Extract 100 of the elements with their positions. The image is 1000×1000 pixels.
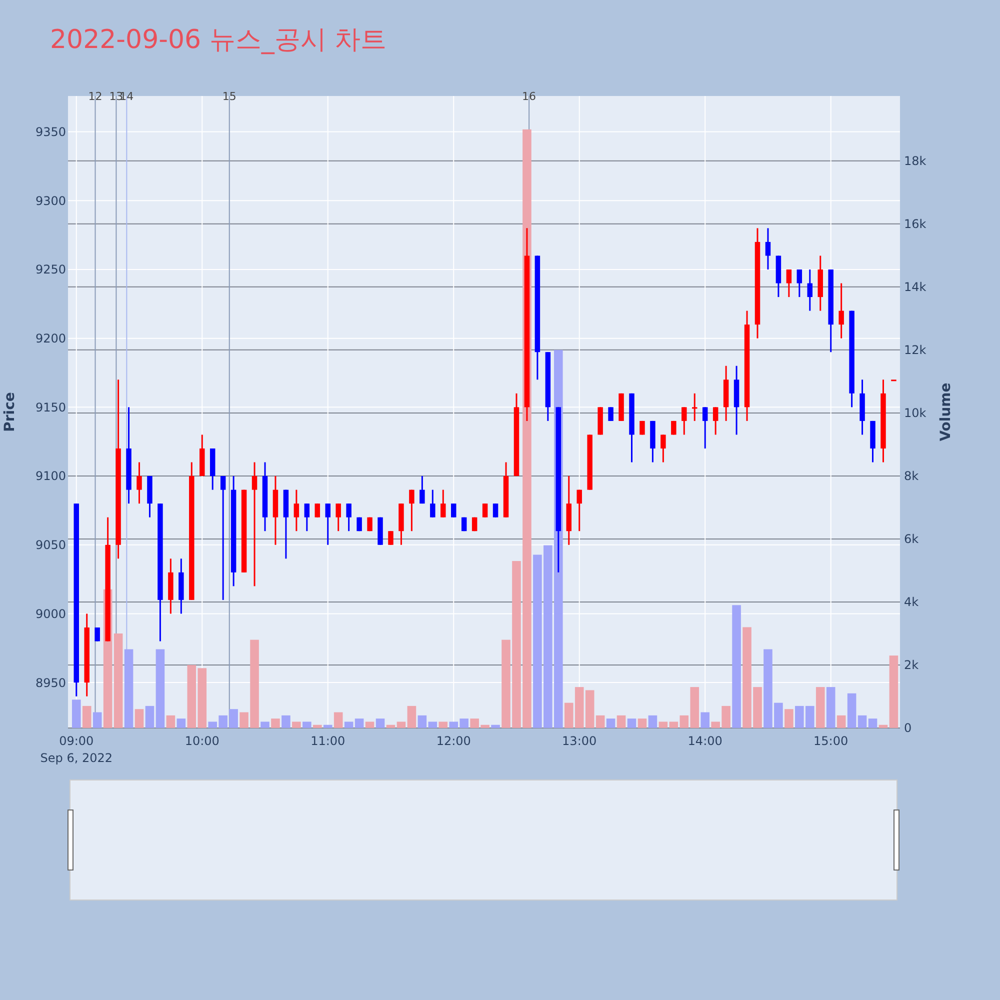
x-tick-label: 10:00: [184, 734, 220, 748]
candlestick: [420, 475, 425, 504]
candlestick: [94, 626, 100, 642]
ref-line-label: 16: [522, 90, 536, 103]
bar: [658, 722, 668, 728]
x-tick-label: 15:00: [814, 734, 848, 748]
ref-line-label: 12: [88, 90, 102, 103]
bar: [878, 724, 888, 728]
bar: [82, 706, 92, 728]
candlestick: [314, 502, 320, 518]
text: Sep 6, 2022: [40, 751, 112, 765]
candlestick: [712, 406, 718, 436]
y-tick-label: 9200: [35, 332, 66, 346]
bar: [638, 718, 647, 728]
y2-axis-title: Volume: [938, 382, 954, 442]
bar: [858, 715, 867, 728]
bar: [134, 709, 144, 728]
bar: [156, 649, 165, 728]
bar: [407, 706, 416, 728]
candlestick: [796, 268, 802, 298]
candlestick: [765, 227, 771, 270]
bar: [365, 722, 374, 728]
x-tick-label: 11:00: [310, 734, 346, 748]
candlestick: [492, 502, 498, 518]
candlestick: [304, 502, 310, 532]
bar: [847, 693, 856, 728]
candlestick: [482, 502, 488, 518]
y-axis-title: Price: [2, 392, 18, 432]
y2-tick-label: 12k: [904, 343, 926, 358]
bar: [124, 649, 134, 728]
y-tick-label: 9250: [35, 262, 66, 277]
y2-tick-label: 10k: [904, 406, 926, 420]
candlestick: [807, 268, 813, 312]
y-tick-label: 8950: [35, 676, 66, 690]
bar: [271, 718, 280, 728]
bar: [826, 687, 836, 728]
bar: [354, 718, 364, 728]
bar: [376, 718, 385, 728]
bar: [334, 712, 343, 728]
bar: [428, 722, 438, 728]
y2-tick-label: 2k: [904, 658, 919, 672]
candlestick: [692, 392, 698, 422]
candlestick: [325, 502, 330, 546]
candlestick: [450, 502, 456, 518]
bar: [260, 722, 270, 728]
bar: [438, 722, 448, 728]
bar: [616, 715, 626, 728]
candlestick: [346, 502, 352, 532]
bar: [114, 633, 123, 728]
candlestick: [220, 475, 226, 601]
bar: [418, 715, 427, 728]
bar: [386, 724, 396, 728]
bar: [606, 718, 616, 728]
candlestick: [608, 406, 614, 422]
bar: [596, 715, 605, 728]
bar: [282, 715, 290, 728]
candlestick: [336, 502, 341, 532]
bar: [491, 724, 500, 728]
y-tick-label: 9150: [35, 400, 66, 414]
x-tick-label: 13:00: [562, 734, 597, 748]
y2-tick-label: 0: [904, 721, 912, 736]
bar: [292, 722, 301, 728]
y2-tick-label: 8k: [904, 469, 919, 484]
y2-tick-label: 18k: [904, 154, 926, 168]
candlestick: [786, 268, 792, 298]
bar: [92, 712, 102, 728]
candlestick: [409, 489, 414, 532]
bar: [627, 718, 636, 728]
bar: [166, 715, 176, 728]
candlestick: [440, 489, 446, 518]
y-tick-label: 9300: [35, 194, 66, 208]
candlestick: [838, 282, 844, 340]
bar: [396, 722, 406, 728]
candlestick: [136, 462, 142, 504]
y2-tick-label: 4k: [904, 595, 919, 610]
bar: [732, 605, 741, 728]
bar: [312, 724, 322, 728]
candlestick: [294, 489, 300, 532]
candlestick: [430, 489, 436, 518]
y2-tick-label: 16k: [904, 217, 926, 232]
candlestick: [660, 434, 666, 464]
bar: [868, 718, 878, 728]
bar: [836, 715, 846, 728]
y2-tick-label: 14k: [904, 280, 926, 294]
y-tick-label: 9350: [35, 125, 66, 139]
x-tick-label: 14:00: [688, 734, 722, 748]
y-tick-label: 9100: [35, 469, 66, 484]
bar: [344, 722, 354, 728]
y-tick-label: 9000: [35, 606, 66, 621]
ref-line-label: 15: [222, 90, 236, 103]
bar: [323, 724, 332, 728]
chart-title: 2022-09-06 뉴스_공시 차트: [50, 25, 387, 55]
bar: [145, 706, 154, 728]
candlestick: [576, 489, 582, 532]
bar: [648, 715, 658, 728]
candlestick: [702, 406, 708, 450]
bar: [784, 709, 794, 728]
candlestick: [252, 462, 258, 587]
candlestick: [682, 406, 687, 436]
bar: [302, 722, 312, 728]
